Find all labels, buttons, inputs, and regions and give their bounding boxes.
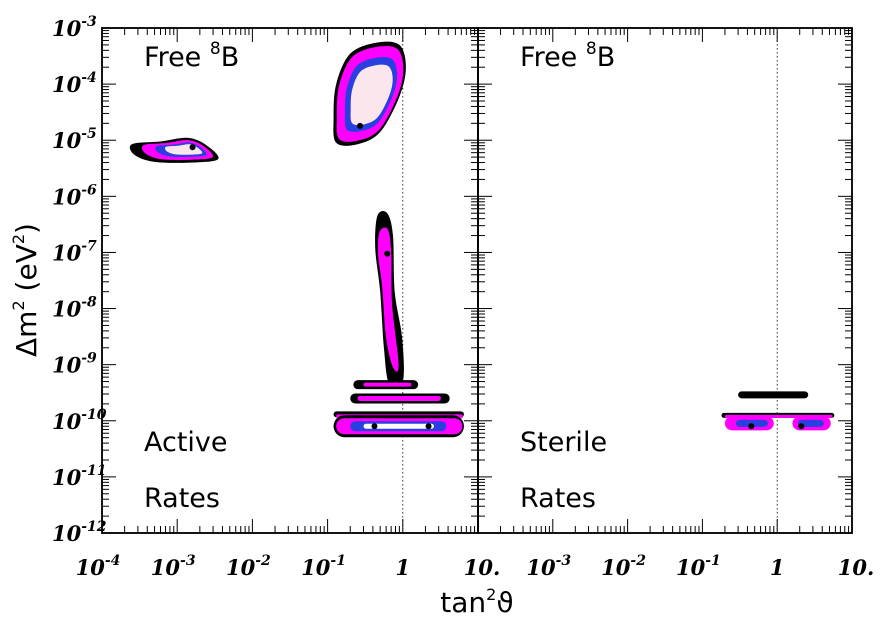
y-tick-label: 10-4 bbox=[52, 70, 97, 97]
best-fit-point bbox=[798, 423, 805, 430]
best-fit-point bbox=[425, 423, 432, 430]
labels-layer: 10-310-410-510-610-710-810-910-1010-1110… bbox=[9, 14, 874, 617]
LMA-cl-1 bbox=[350, 64, 393, 126]
vac-band-lower-gap bbox=[363, 423, 435, 429]
y-tick-label: 10-7 bbox=[52, 238, 97, 265]
analysis-label: Rates bbox=[520, 483, 596, 514]
y-tick-label: 10-5 bbox=[52, 126, 97, 153]
panel-title: Free 8B bbox=[520, 39, 615, 73]
best-fit-point bbox=[748, 423, 755, 430]
panel-title: Free 8B bbox=[144, 39, 239, 73]
x-tick-label: 10-3 bbox=[526, 553, 571, 580]
y-tick-label: 10-6 bbox=[52, 182, 97, 209]
y-tick-label: 10-11 bbox=[52, 463, 107, 490]
x-tick-label: 10-2 bbox=[226, 553, 271, 580]
best-fit-point bbox=[371, 423, 378, 430]
x-tick-label: 1 bbox=[770, 555, 785, 580]
panel-active: Free 8B Active Rates bbox=[129, 39, 464, 514]
x-tick-label: 10. bbox=[464, 555, 501, 580]
vac-band-upper-inner bbox=[363, 382, 412, 387]
best-fit-point bbox=[189, 144, 196, 151]
panel-border-2 bbox=[477, 27, 853, 534]
x-axis-title: tan2ϑ bbox=[440, 585, 513, 617]
y-tick-label: 10-10 bbox=[52, 407, 107, 434]
sterile-band-right-blue bbox=[798, 419, 824, 427]
LOW-cl-3 bbox=[377, 227, 399, 372]
x-tick-label: 10-3 bbox=[151, 553, 196, 580]
y-tick-label: 10-3 bbox=[52, 14, 97, 41]
panel-sterile: Free 8B Sterile Rates bbox=[520, 39, 835, 514]
best-fit-point bbox=[357, 122, 364, 129]
mode-label: Sterile bbox=[520, 427, 607, 458]
mode-label: Active bbox=[144, 427, 228, 458]
best-fit-point bbox=[384, 250, 391, 257]
ticks-panel-1 bbox=[101, 28, 478, 534]
ticks-panel-2 bbox=[477, 28, 852, 534]
x-tick-label: 10-1 bbox=[301, 553, 346, 580]
x-tick-label: 1 bbox=[395, 555, 410, 580]
y-tick-label: 10-8 bbox=[52, 295, 97, 322]
analysis-label: Rates bbox=[144, 483, 220, 514]
sterile-band-upper bbox=[738, 391, 809, 399]
y-axis-title: Δm2 (eV2) bbox=[9, 223, 43, 357]
x-tick-label: 10-4 bbox=[76, 553, 121, 580]
x-tick-label: 10-1 bbox=[676, 553, 721, 580]
x-tick-label: 10. bbox=[838, 555, 875, 580]
vac-band-middle-inner bbox=[357, 395, 441, 401]
y-tick-label: 10-12 bbox=[52, 519, 107, 546]
y-tick-label: 10-9 bbox=[52, 351, 97, 378]
x-tick-label: 10-2 bbox=[601, 553, 646, 580]
